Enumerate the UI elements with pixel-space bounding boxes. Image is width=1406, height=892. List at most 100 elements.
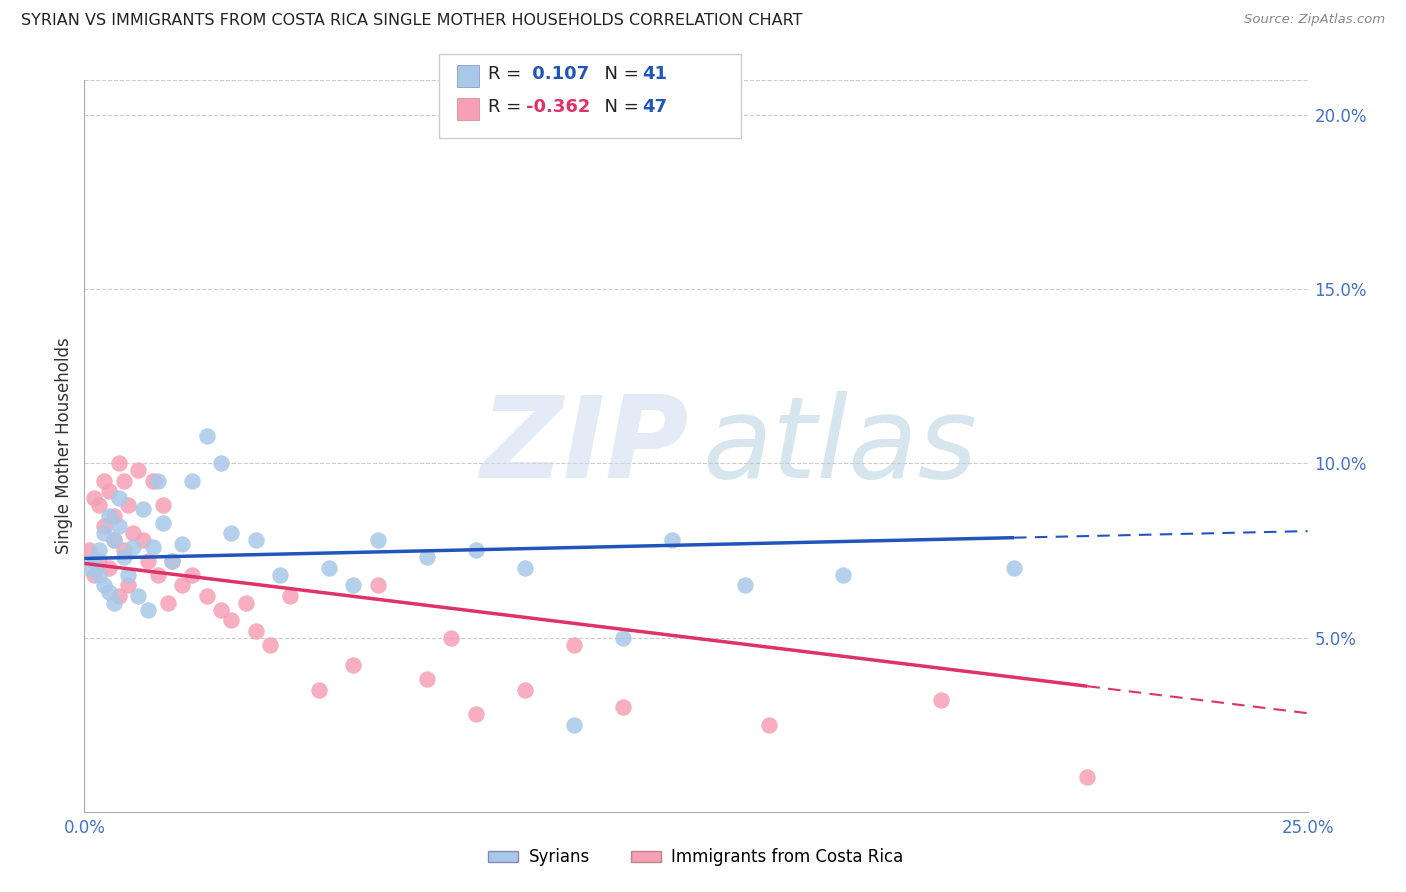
Point — [162, 554, 184, 568]
Text: SYRIAN VS IMMIGRANTS FROM COSTA RICA SINGLE MOTHER HOUSEHOLDS CORRELATION CHART: SYRIAN VS IMMIGRANTS FROM COSTA RICA SIN… — [21, 13, 803, 29]
Point — [83, 567, 105, 582]
Point — [93, 526, 115, 541]
Point — [107, 457, 129, 471]
Point — [112, 474, 135, 488]
Point — [97, 585, 120, 599]
Point — [318, 561, 340, 575]
Text: ZIP: ZIP — [481, 391, 690, 501]
Point — [342, 578, 364, 592]
Text: N =: N = — [593, 98, 645, 116]
Point — [245, 533, 267, 547]
Text: 41: 41 — [643, 65, 668, 83]
Point — [259, 638, 281, 652]
Point — [103, 508, 125, 523]
Point — [77, 561, 100, 575]
Point — [152, 516, 174, 530]
Point — [107, 589, 129, 603]
Point — [152, 498, 174, 512]
Point — [172, 578, 194, 592]
Point — [929, 693, 952, 707]
Point — [93, 474, 115, 488]
Point — [146, 474, 169, 488]
Point — [127, 589, 149, 603]
Point — [117, 578, 139, 592]
Point — [416, 550, 439, 565]
Point — [209, 457, 232, 471]
Point — [562, 638, 585, 652]
Point — [103, 533, 125, 547]
Point — [278, 589, 301, 603]
Point — [1076, 770, 1098, 784]
Point — [464, 707, 486, 722]
Text: Source: ZipAtlas.com: Source: ZipAtlas.com — [1244, 13, 1385, 27]
Point — [181, 474, 204, 488]
Point — [107, 491, 129, 506]
Point — [142, 474, 165, 488]
Text: R =: R = — [488, 98, 527, 116]
Point — [93, 578, 115, 592]
Point — [97, 508, 120, 523]
Text: atlas: atlas — [702, 391, 977, 501]
Point — [122, 526, 145, 541]
Text: 0.107: 0.107 — [526, 65, 589, 83]
Point — [127, 463, 149, 477]
Point — [269, 567, 291, 582]
Text: -0.362: -0.362 — [526, 98, 591, 116]
Point — [136, 554, 159, 568]
Point — [219, 613, 242, 627]
Point — [132, 533, 155, 547]
Text: N =: N = — [593, 65, 645, 83]
Point — [117, 567, 139, 582]
Point — [219, 526, 242, 541]
Point — [162, 554, 184, 568]
Point — [112, 550, 135, 565]
Point — [103, 596, 125, 610]
Point — [112, 543, 135, 558]
Point — [117, 498, 139, 512]
Point — [107, 519, 129, 533]
Point — [87, 498, 110, 512]
Point — [77, 543, 100, 558]
Text: R =: R = — [488, 65, 527, 83]
Point — [122, 540, 145, 554]
Y-axis label: Single Mother Households: Single Mother Households — [55, 338, 73, 554]
Point — [97, 561, 120, 575]
Point — [758, 717, 780, 731]
Legend: Syrians, Immigrants from Costa Rica: Syrians, Immigrants from Costa Rica — [482, 841, 910, 873]
Point — [172, 536, 194, 550]
Point — [831, 567, 853, 582]
Point — [661, 533, 683, 547]
Point — [132, 501, 155, 516]
Point — [83, 554, 105, 568]
Point — [734, 578, 756, 592]
Point — [1002, 561, 1025, 575]
Point — [367, 578, 389, 592]
Point — [97, 484, 120, 499]
Point — [83, 491, 105, 506]
Point — [103, 533, 125, 547]
Point — [562, 717, 585, 731]
Point — [308, 682, 330, 697]
Point — [195, 589, 218, 603]
Point — [209, 603, 232, 617]
Point — [156, 596, 179, 610]
Point — [235, 596, 257, 610]
Point — [146, 567, 169, 582]
Text: 47: 47 — [643, 98, 668, 116]
Point — [136, 603, 159, 617]
Point — [513, 682, 536, 697]
Point — [612, 700, 634, 714]
Point — [87, 543, 110, 558]
Point — [440, 631, 463, 645]
Point — [142, 540, 165, 554]
Point — [612, 631, 634, 645]
Point — [87, 567, 110, 582]
Point — [342, 658, 364, 673]
Point — [87, 554, 110, 568]
Point — [195, 428, 218, 442]
Point — [367, 533, 389, 547]
Point — [93, 519, 115, 533]
Point — [513, 561, 536, 575]
Point — [245, 624, 267, 638]
Point — [181, 567, 204, 582]
